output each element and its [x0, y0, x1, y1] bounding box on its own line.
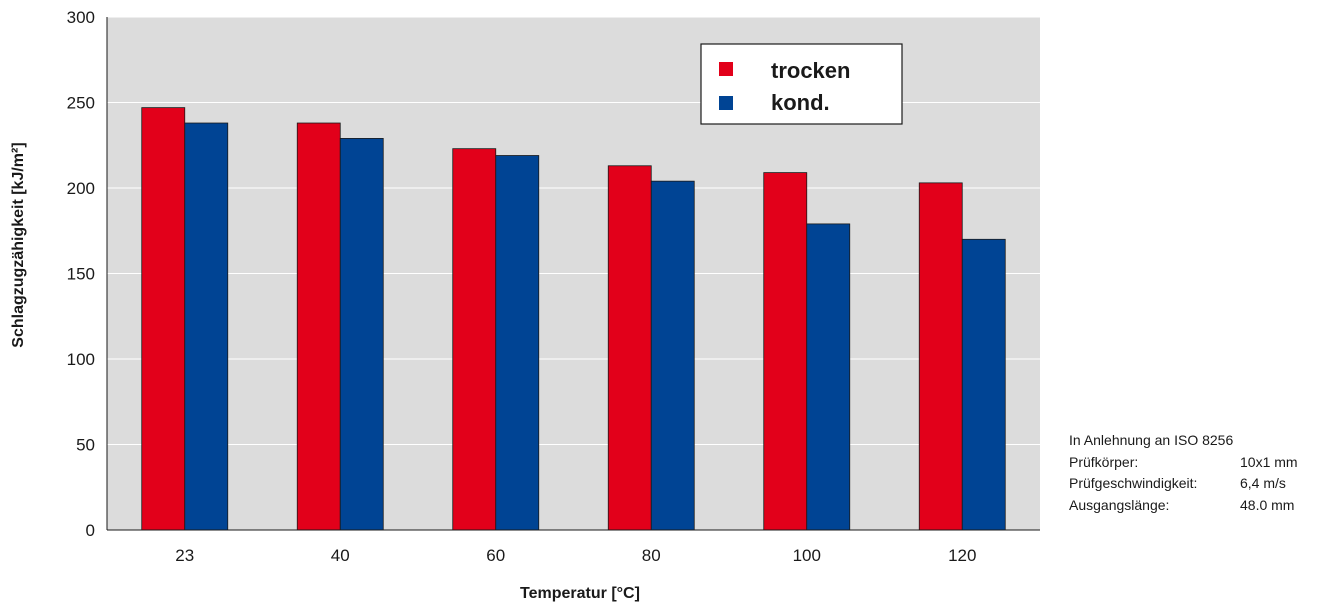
bar-trocken-40: [296, 122, 341, 531]
y-tick-label: 300: [67, 8, 95, 27]
y-tick-label: 50: [76, 436, 95, 455]
legend-label-trocken: trocken: [771, 58, 850, 83]
bar-trocken-23: [141, 107, 186, 531]
note-value: 48.0 mm: [1240, 496, 1295, 513]
x-axis-title: Temperatur [°C]: [520, 585, 640, 602]
bar-kond-120: [961, 238, 1006, 531]
bar-kond-80: [650, 180, 695, 531]
bars: [141, 107, 1006, 531]
note-label: Prüfgeschwindigkeit:: [1069, 475, 1198, 491]
bar-trocken-80: [607, 165, 652, 531]
bar-kond-100: [806, 223, 851, 531]
x-tick-label: 100: [793, 546, 821, 565]
test-conditions-note: In Anlehnung an ISO 8256 Prüfkörper: 10x…: [1069, 430, 1324, 516]
x-tick-label: 80: [642, 546, 661, 565]
bar-trocken-120: [918, 182, 963, 531]
legend-swatch-trocken: [719, 62, 733, 76]
note-label: Prüfkörper:: [1069, 453, 1139, 470]
bar-trocken-100: [763, 172, 808, 531]
gridlines: [107, 16, 1040, 445]
legend-label-kond: kond.: [771, 90, 830, 115]
bar-kond-40: [339, 138, 384, 531]
y-axis-title: Schlagzugzähigkeit [kJ/m²]: [10, 142, 27, 347]
y-tick-label: 250: [67, 94, 95, 113]
x-tick-label: 60: [486, 546, 505, 565]
bar-kond-23: [184, 122, 229, 531]
x-tick-labels: 23 40 60 80 100 120: [175, 546, 976, 565]
legend-swatch-kond: [719, 96, 733, 110]
note-row: Prüfgeschwindigkeit: 6,4 m/s: [1069, 473, 1324, 495]
x-tick-label: 40: [331, 546, 350, 565]
note-value: 10x1 mm: [1240, 453, 1298, 470]
x-tick-label: 120: [948, 546, 976, 565]
y-tick-label: 0: [86, 521, 95, 540]
note-row: Prüfkörper: 10x1 mm: [1069, 452, 1324, 474]
bar-trocken-60: [452, 148, 497, 531]
legend: trocken kond.: [700, 43, 903, 125]
note-value: 6,4 m/s: [1240, 475, 1286, 491]
y-tick-label: 100: [67, 350, 95, 369]
legend-box: [700, 43, 903, 125]
y-tick-labels: 0 50 100 150 200 250 300: [67, 8, 95, 540]
bar-kond-60: [495, 155, 540, 531]
x-tick-label: 23: [175, 546, 194, 565]
y-tick-label: 200: [67, 179, 95, 198]
note-heading: In Anlehnung an ISO 8256: [1069, 432, 1234, 448]
y-tick-label: 150: [67, 265, 95, 284]
note-row: Ausgangslänge: 48.0 mm: [1069, 495, 1324, 517]
note-label: Ausgangslänge:: [1069, 496, 1170, 513]
